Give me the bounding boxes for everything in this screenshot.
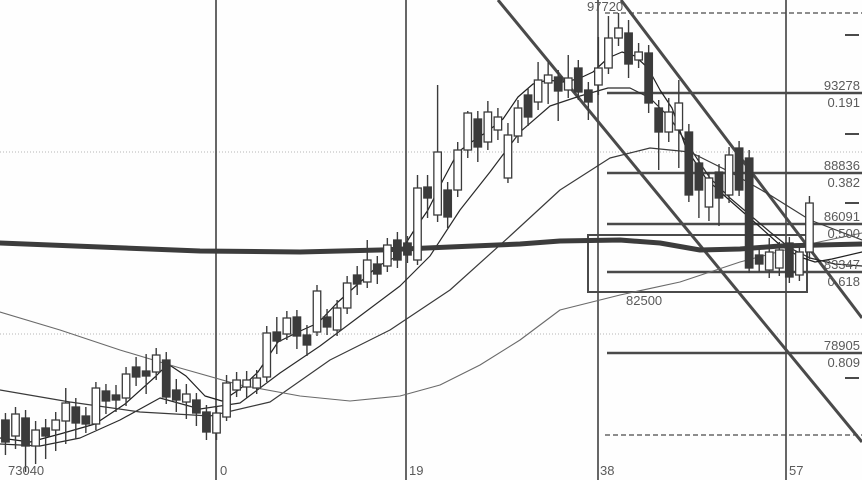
x-axis-label-57: 57 xyxy=(789,463,804,478)
fib-ratio-label-0500: 0.500 xyxy=(827,226,860,241)
box-price-label-82500: 82500 xyxy=(626,293,663,308)
vertical-gridlines xyxy=(215,0,787,480)
fib-ratio-label-0809: 0.809 xyxy=(827,355,860,370)
fib-price-label-83347: 83347 xyxy=(823,257,860,272)
right-edge-dash-markers xyxy=(845,34,859,379)
fib-ratio-label-0191: 0.191 xyxy=(827,95,860,110)
fib-ratio-label-0382: 0.382 xyxy=(827,175,860,190)
fib-ratio-label-0618: 0.618 xyxy=(827,274,860,289)
candlestick-series xyxy=(1,13,814,473)
swing-high-price-label: 97720 xyxy=(587,0,624,14)
ma-thick-200 xyxy=(0,237,862,255)
price-box-82500 xyxy=(587,234,808,293)
fib-price-label-78905: 78905 xyxy=(823,338,860,353)
fib-price-label-88836: 88836 xyxy=(823,158,860,173)
x-axis-label-38: 38 xyxy=(600,463,615,478)
fib-extreme-dashed-lines xyxy=(605,12,862,436)
fib-price-label-93278: 93278 xyxy=(823,78,860,93)
x-axis-label-73040: 73040 xyxy=(8,463,45,478)
x-axis-label-0: 0 xyxy=(220,463,228,478)
x-axis-label-19: 19 xyxy=(409,463,424,478)
fib-price-label-86091: 86091 xyxy=(823,209,860,224)
